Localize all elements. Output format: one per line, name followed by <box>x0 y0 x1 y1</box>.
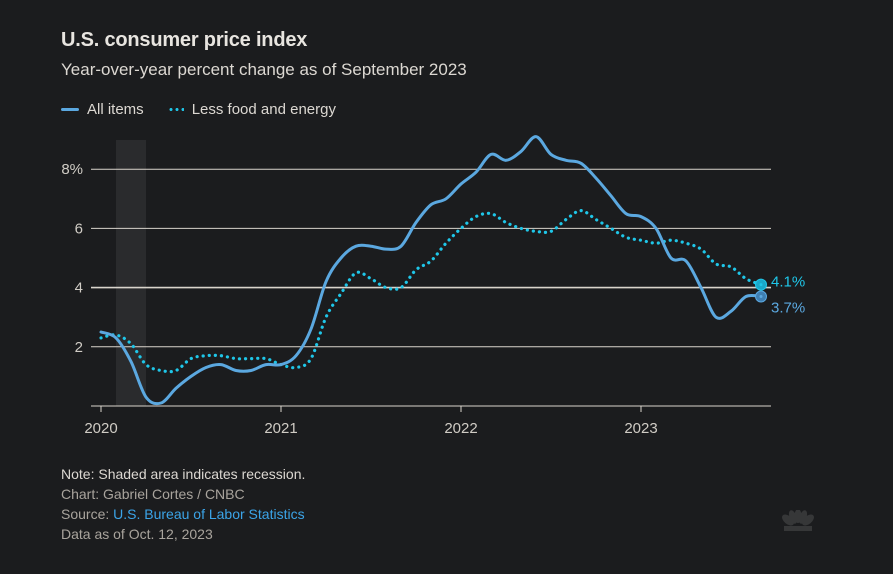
footer-credit: Chart: Gabriel Cortes / CNBC <box>61 486 245 502</box>
footer-note: Note: Shaded area indicates recession. <box>61 466 306 482</box>
x-tick-label: 2023 <box>624 420 657 437</box>
y-tick-label: 4 <box>75 280 83 297</box>
footer: Note: Shaded area indicates recession. C… <box>61 464 305 544</box>
end-value-label: 4.1% <box>771 274 805 291</box>
legend: All items Less food and energy <box>61 101 360 118</box>
chart-title: U.S. consumer price index <box>61 29 308 51</box>
y-tick-label: 8% <box>61 161 83 178</box>
cnbc-peacock-icon <box>782 510 814 531</box>
footer-source: Source: U.S. Bureau of Labor Statistics <box>61 504 305 524</box>
legend-label: All items <box>87 101 144 118</box>
footer-data-date: Data as of Oct. 12, 2023 <box>61 526 213 542</box>
chart-subtitle: Year-over-year percent change as of Sept… <box>61 60 467 79</box>
source-prefix: Source: <box>61 506 114 522</box>
end-point-dot <box>759 294 763 298</box>
legend-label: Less food and energy <box>191 101 336 118</box>
legend-item-core: Less food and energy <box>167 101 336 118</box>
x-tick-label: 2022 <box>444 420 477 437</box>
dotted-line-swatch-icon <box>167 108 184 111</box>
solid-line-swatch-icon <box>61 108 79 111</box>
y-tick-label: 6 <box>75 220 83 237</box>
y-tick-label: 2 <box>75 339 83 356</box>
series-line-core <box>99 209 763 374</box>
x-tick-label: 2020 <box>84 420 117 437</box>
recession-band <box>116 140 146 406</box>
x-tick-label: 2021 <box>264 420 297 437</box>
series-line-all-items <box>99 135 763 406</box>
end-point-dot <box>759 283 763 287</box>
end-value-label: 3.7% <box>771 299 805 316</box>
legend-item-all-items: All items <box>61 101 144 118</box>
source-link[interactable]: U.S. Bureau of Labor Statistics <box>113 506 305 522</box>
